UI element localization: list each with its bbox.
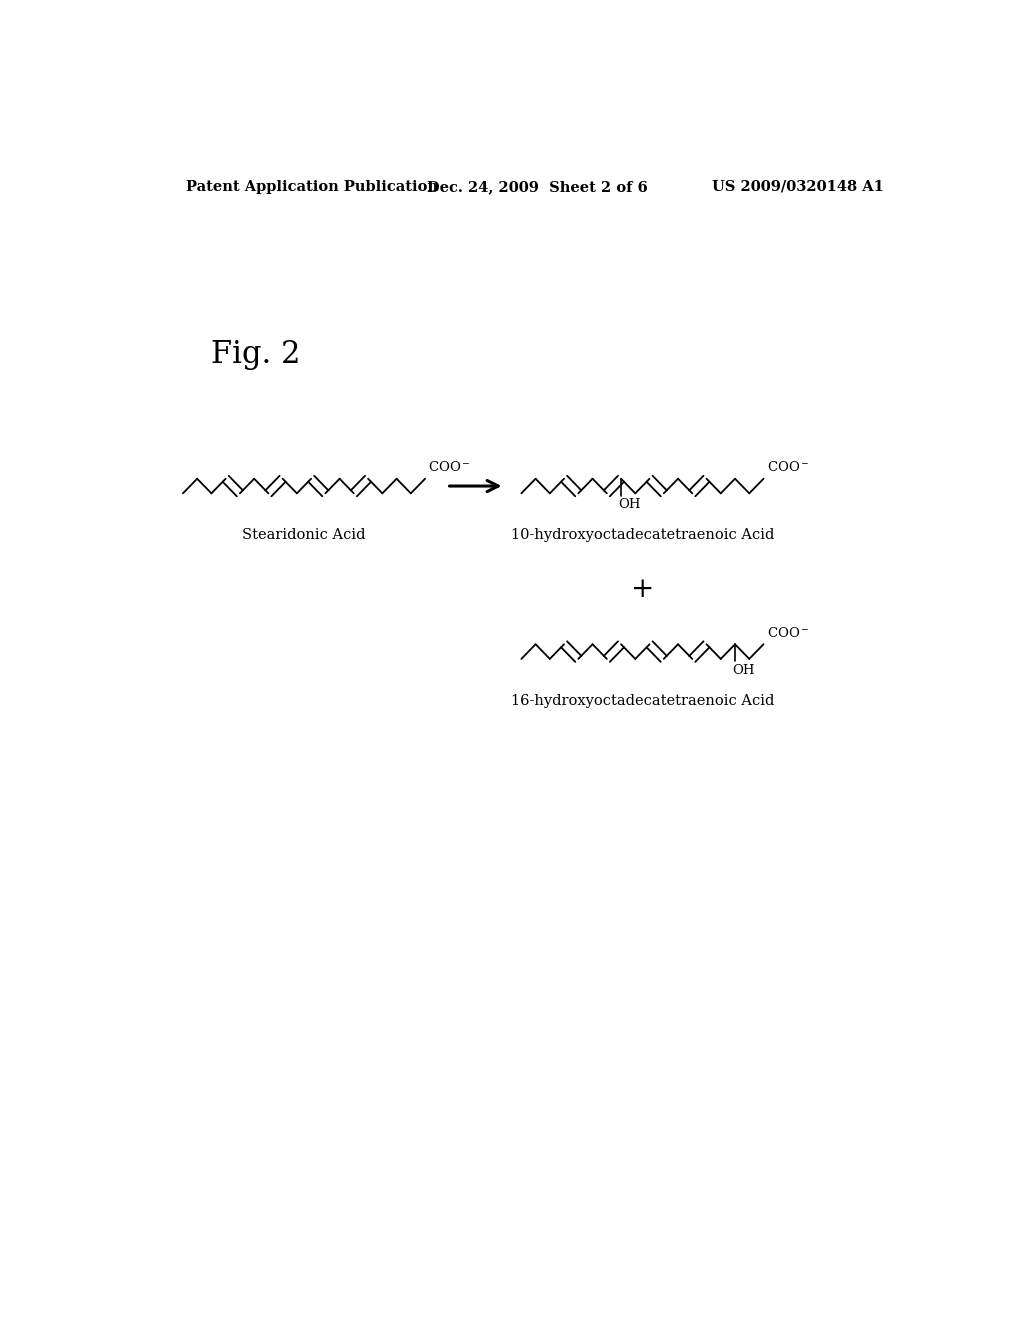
Text: COO$^-$: COO$^-$ xyxy=(767,626,809,640)
Text: COO$^-$: COO$^-$ xyxy=(428,461,471,474)
Text: 10-hydroxyoctadecatetraenoic Acid: 10-hydroxyoctadecatetraenoic Acid xyxy=(511,528,774,543)
Text: COO$^-$: COO$^-$ xyxy=(767,461,809,474)
Text: Dec. 24, 2009  Sheet 2 of 6: Dec. 24, 2009 Sheet 2 of 6 xyxy=(427,180,648,194)
Text: OH: OH xyxy=(733,664,755,677)
Text: Fig. 2: Fig. 2 xyxy=(211,339,301,371)
Text: Stearidonic Acid: Stearidonic Acid xyxy=(243,528,366,543)
Text: US 2009/0320148 A1: US 2009/0320148 A1 xyxy=(712,180,884,194)
Text: Patent Application Publication: Patent Application Publication xyxy=(186,180,438,194)
Text: OH: OH xyxy=(618,498,641,511)
Text: +: + xyxy=(631,576,654,603)
Text: 16-hydroxyoctadecatetraenoic Acid: 16-hydroxyoctadecatetraenoic Acid xyxy=(511,693,774,708)
